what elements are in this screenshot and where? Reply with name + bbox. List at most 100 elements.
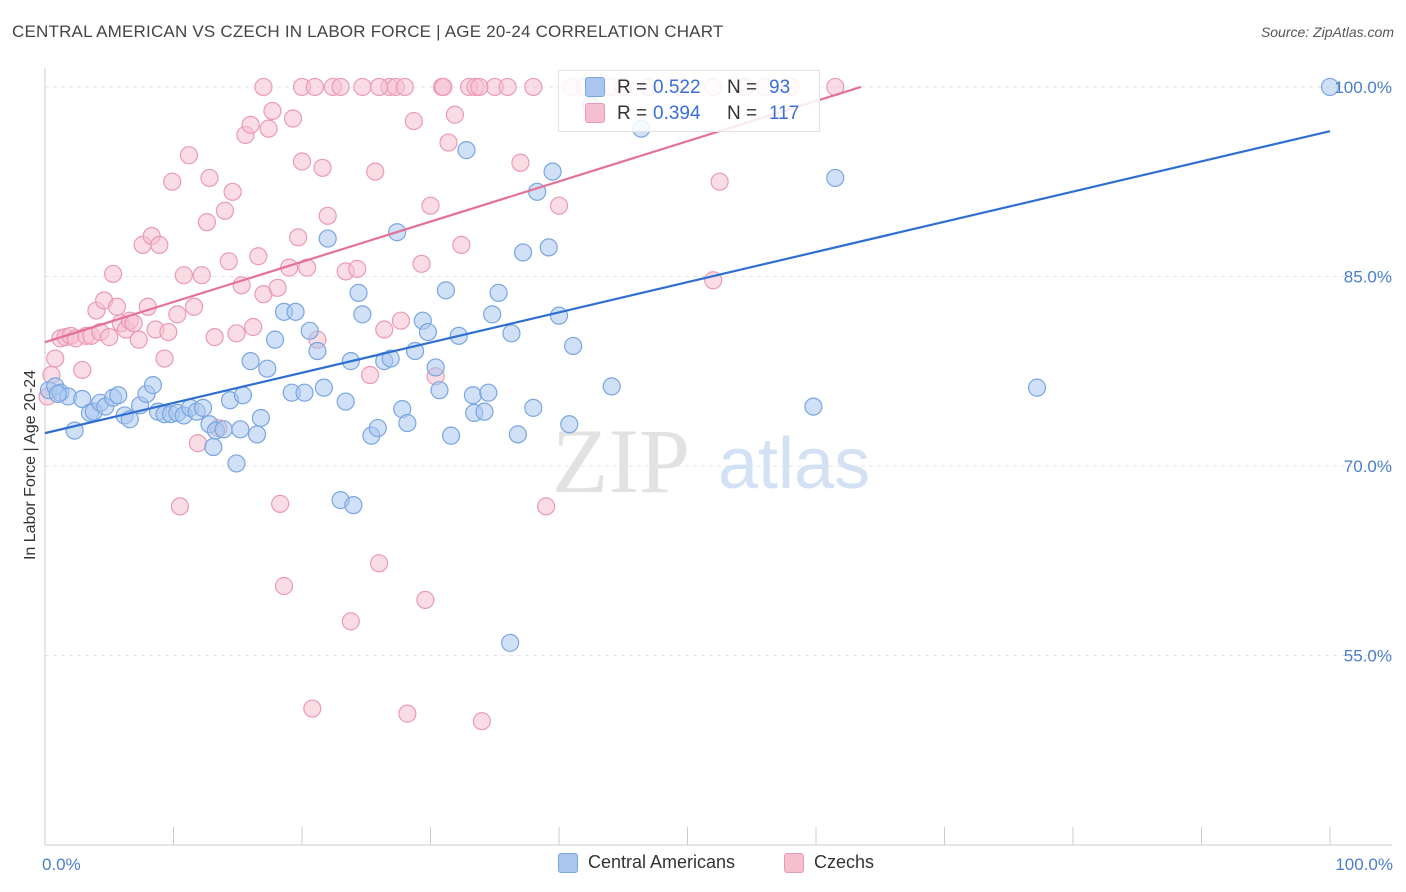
chart-title: CENTRAL AMERICAN VS CZECH IN LABOR FORCE… [12, 22, 724, 41]
point-central-americans [543, 162, 562, 181]
point-central-americans [73, 389, 92, 409]
legend-label-czechs: Czechs [814, 852, 875, 872]
point-central-americans [247, 425, 267, 444]
legend-n-label: N = [727, 77, 758, 98]
point-czechs [215, 201, 234, 220]
point-czechs [361, 365, 380, 385]
point-czechs [283, 109, 303, 128]
point-czechs [155, 349, 174, 368]
legend-r-value: 0.522 [653, 77, 701, 98]
point-central-americans [508, 425, 527, 444]
point-central-americans [463, 386, 483, 405]
point-czechs [249, 247, 268, 266]
point-czechs [348, 259, 367, 278]
point-central-americans [193, 398, 213, 417]
point-czechs [205, 328, 224, 347]
point-czechs [439, 133, 458, 152]
point-czechs [244, 317, 263, 337]
point-czechs [366, 162, 385, 181]
point-central-americans [265, 330, 285, 349]
point-central-americans [418, 322, 438, 342]
point-czechs [170, 497, 190, 516]
point-czechs [395, 77, 414, 97]
point-central-americans [489, 283, 508, 302]
series-legend: Central Americans Czechs [0, 852, 1406, 878]
point-czechs [274, 576, 294, 596]
point-czechs [241, 115, 260, 134]
point-central-americans [143, 376, 163, 395]
y-tick-label: 70.0% [1344, 457, 1392, 476]
point-czechs [219, 252, 238, 271]
point-central-americans [398, 413, 417, 433]
x-tick-labels: 0.0% 100.0% [42, 855, 1393, 874]
point-central-americans [549, 306, 569, 325]
point-czechs [163, 172, 182, 191]
legend-swatch-pink [585, 103, 605, 123]
point-central-americans [336, 392, 355, 411]
point-central-americans [109, 386, 128, 405]
gridlines [45, 86, 1392, 656]
point-central-americans [1320, 77, 1340, 97]
point-central-americans [314, 378, 333, 397]
point-czechs [412, 254, 431, 273]
point-central-americans [214, 420, 233, 439]
point-central-americans [258, 359, 277, 378]
point-central-americans [349, 283, 368, 302]
axes [44, 68, 1392, 846]
point-czechs [434, 77, 453, 97]
legend-r-label: R = [617, 77, 648, 98]
legend-n-value: 93 [769, 77, 791, 98]
y-tick-label: 100.0% [1334, 78, 1392, 97]
point-czechs [289, 228, 308, 247]
point-czechs [192, 266, 211, 285]
point-czechs [391, 311, 411, 330]
point-czechs [184, 297, 204, 316]
point-czechs [150, 235, 169, 254]
legend-swatch-blue [558, 852, 578, 873]
point-central-americans [475, 402, 494, 421]
y-tick-label: 85.0% [1344, 267, 1392, 286]
trendline-central-americans [44, 130, 1331, 435]
point-czechs [331, 77, 350, 97]
point-central-americans [483, 305, 502, 324]
point-czechs [524, 77, 543, 97]
point-czechs [470, 77, 489, 97]
point-czechs [404, 111, 423, 131]
point-central-americans [233, 386, 252, 405]
watermark: ZIP atlas [552, 410, 870, 512]
legend-r-label: R = [617, 103, 648, 124]
point-central-americans [564, 336, 583, 356]
point-czechs [353, 77, 372, 97]
point-central-americans [368, 418, 387, 438]
watermark-atlas: atlas [718, 424, 870, 504]
point-czechs [370, 77, 389, 97]
correlation-legend: R = 0.522 N = 93 R = 0.394 N = 117 [558, 70, 820, 132]
point-czechs [263, 101, 282, 121]
point-central-americans [436, 281, 456, 300]
point-czechs [370, 554, 389, 573]
point-czechs [341, 612, 360, 631]
point-czechs [168, 305, 187, 324]
source-label: Source: ZipAtlas.com [1260, 24, 1394, 40]
point-czechs [549, 196, 569, 215]
point-czechs [537, 497, 556, 516]
point-central-americans [804, 397, 823, 416]
point-czechs [100, 328, 119, 347]
point-czechs [318, 206, 337, 225]
y-tick-label: 55.0% [1344, 646, 1392, 665]
y-tick-labels: 100.0% 85.0% 70.0% 55.0% [1334, 78, 1392, 666]
point-czechs [472, 712, 491, 731]
point-central-americans [353, 305, 372, 324]
point-central-americans [602, 377, 621, 396]
point-central-americans [426, 358, 445, 377]
point-czechs [303, 699, 322, 718]
point-czechs [254, 77, 273, 97]
point-central-americans [344, 496, 363, 515]
point-central-americans [381, 349, 400, 368]
point-central-americans [502, 324, 521, 343]
point-czechs [159, 322, 178, 342]
point-czechs [398, 704, 417, 723]
point-czechs [73, 360, 92, 380]
x-tick-label: 100.0% [1335, 855, 1393, 874]
series-central-americans [39, 77, 1340, 652]
